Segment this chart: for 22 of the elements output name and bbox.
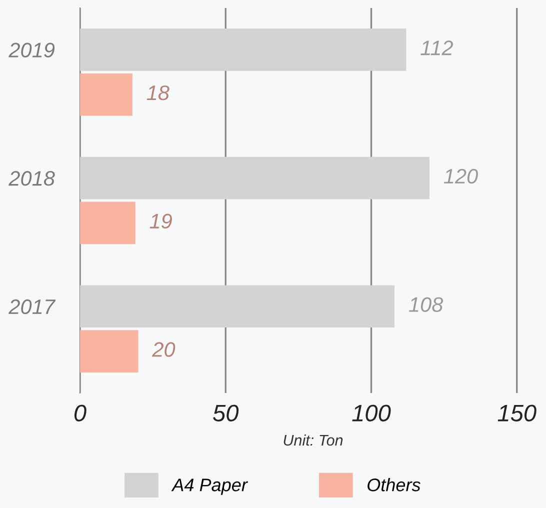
x-tick-label: 100 — [352, 404, 391, 422]
bar — [80, 330, 138, 372]
bar — [80, 202, 136, 244]
data-label: 120 — [444, 168, 478, 184]
x-tick-label: 50 — [213, 404, 239, 422]
data-label: 112 — [420, 40, 454, 56]
bar — [80, 285, 395, 328]
y-tick-label: 2017 — [8, 299, 56, 314]
data-label: 18 — [146, 85, 170, 100]
x-tick-label: 150 — [498, 404, 536, 422]
bar — [80, 28, 406, 71]
bar — [80, 73, 132, 116]
data-label: 19 — [150, 214, 172, 229]
legend-label: Others — [368, 478, 420, 492]
y-tick-label: 2018 — [8, 171, 55, 186]
data-label: 20 — [152, 342, 176, 357]
legend-label: A4 Paper — [171, 478, 248, 495]
bar — [80, 156, 430, 200]
x-tick-label: 0 — [74, 404, 86, 422]
y-tick-label: 2019 — [8, 42, 55, 58]
x-axis-title: Unit: Ton — [284, 434, 343, 446]
data-label: 108 — [408, 297, 444, 312]
